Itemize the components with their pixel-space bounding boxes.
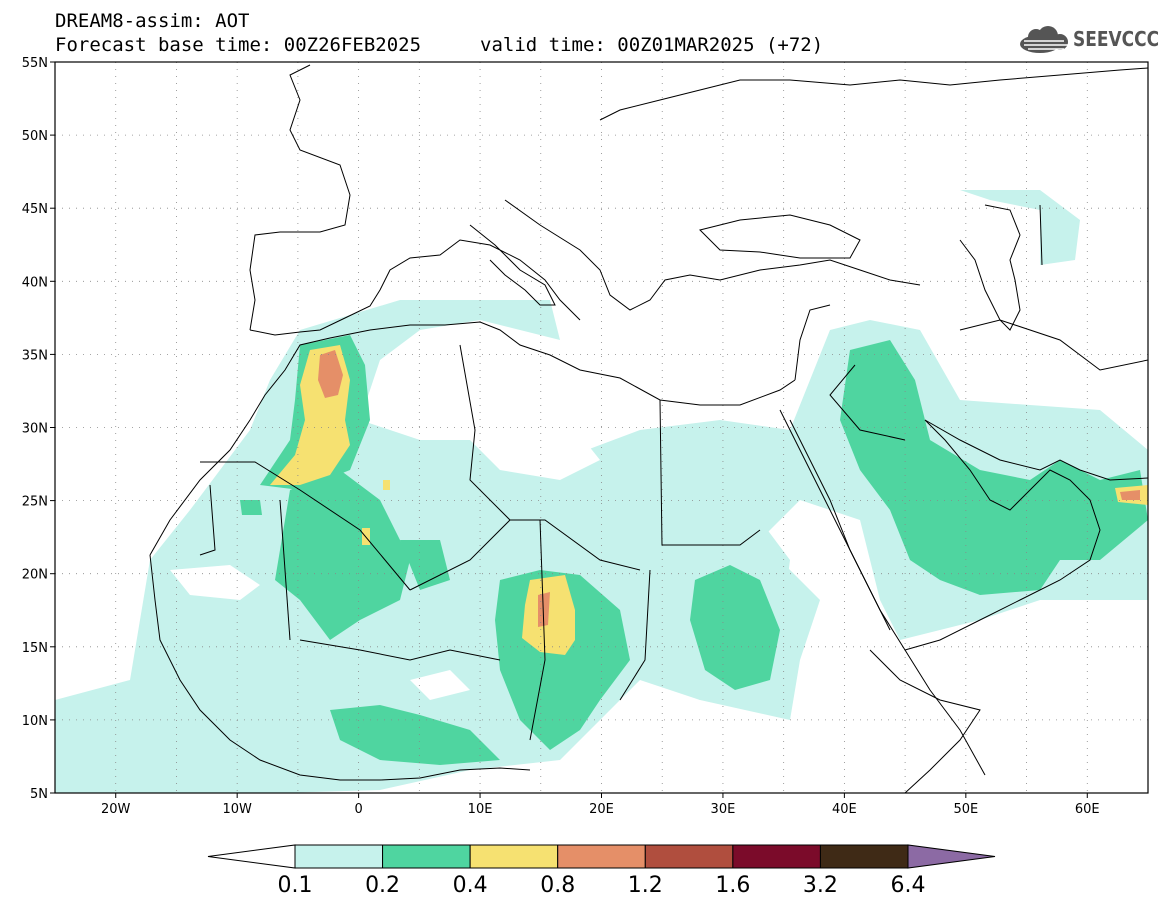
colorbar-level-label: 0.4 bbox=[453, 873, 488, 898]
lon-tick-label: 60E bbox=[1075, 802, 1100, 817]
lon-tick-label: 30E bbox=[711, 802, 736, 817]
colorbar-level-label: 0.1 bbox=[278, 873, 313, 898]
colorbar-swatch bbox=[382, 844, 471, 869]
lat-tick-label: 40N bbox=[22, 275, 48, 290]
colorbar-swatch bbox=[294, 844, 384, 869]
colorbar-level-label: 0.2 bbox=[365, 873, 400, 898]
colorbar-swatch bbox=[732, 844, 821, 869]
lat-tick-label: 30N bbox=[22, 422, 48, 437]
coastlines bbox=[149, 64, 1148, 793]
colorbar-swatch bbox=[819, 844, 909, 869]
lat-tick-label: 20N bbox=[22, 568, 48, 583]
colorbar-level-label: 0.8 bbox=[540, 873, 575, 898]
aot-field bbox=[55, 190, 1148, 793]
map-title: DREAM8-assim: AOT bbox=[55, 10, 250, 32]
lat-tick-label: 25N bbox=[22, 495, 48, 510]
latitude-axis: 55N 50N 45N 40N 35N 30N 25N 20N 15N 10N 5N bbox=[22, 56, 55, 802]
colorbar: 0.1 0.2 0.4 0.8 1.2 1.6 3.2 6.4 bbox=[207, 844, 996, 898]
colorbar-under-arrow bbox=[207, 844, 296, 869]
lon-tick-label: 10E bbox=[468, 802, 493, 817]
lon-tick-label: 20E bbox=[589, 802, 614, 817]
lat-tick-label: 50N bbox=[22, 129, 48, 144]
lon-tick-label: 0 bbox=[354, 802, 362, 817]
logo-text: SEEVCCC bbox=[1073, 27, 1160, 51]
colorbar-swatch bbox=[557, 844, 646, 869]
lon-tick-label: 50E bbox=[953, 802, 978, 817]
lat-tick-label: 45N bbox=[22, 202, 48, 217]
lat-tick-label: 35N bbox=[22, 348, 48, 363]
lon-tick-label: 40E bbox=[832, 802, 857, 817]
colorbar-level-label: 1.2 bbox=[628, 873, 663, 898]
lon-tick-label: 10W bbox=[222, 802, 252, 817]
colorbar-level-label: 3.2 bbox=[803, 873, 838, 898]
lat-tick-label: 10N bbox=[22, 714, 48, 729]
colorbar-level-label: 6.4 bbox=[891, 873, 926, 898]
longitude-axis: 20W 10W 0 10E 20E 30E 40E 50E 60E bbox=[101, 793, 1100, 817]
colorbar-swatch bbox=[469, 844, 559, 869]
lat-tick-label: 55N bbox=[22, 56, 48, 71]
seevccc-logo bbox=[1020, 26, 1068, 53]
colorbar-over-arrow bbox=[907, 844, 996, 869]
forecast-base-time: Forecast base time: 00Z26FEB2025 bbox=[55, 34, 422, 56]
map-graticule bbox=[55, 62, 1148, 793]
valid-time: valid time: 00Z01MAR2025 (+72) bbox=[480, 34, 824, 56]
colorbar-level-label: 1.6 bbox=[715, 873, 750, 898]
lat-tick-label: 15N bbox=[22, 641, 48, 656]
lon-tick-label: 20W bbox=[101, 802, 131, 817]
lat-tick-label: 5N bbox=[30, 787, 48, 802]
colorbar-swatch bbox=[644, 844, 734, 869]
